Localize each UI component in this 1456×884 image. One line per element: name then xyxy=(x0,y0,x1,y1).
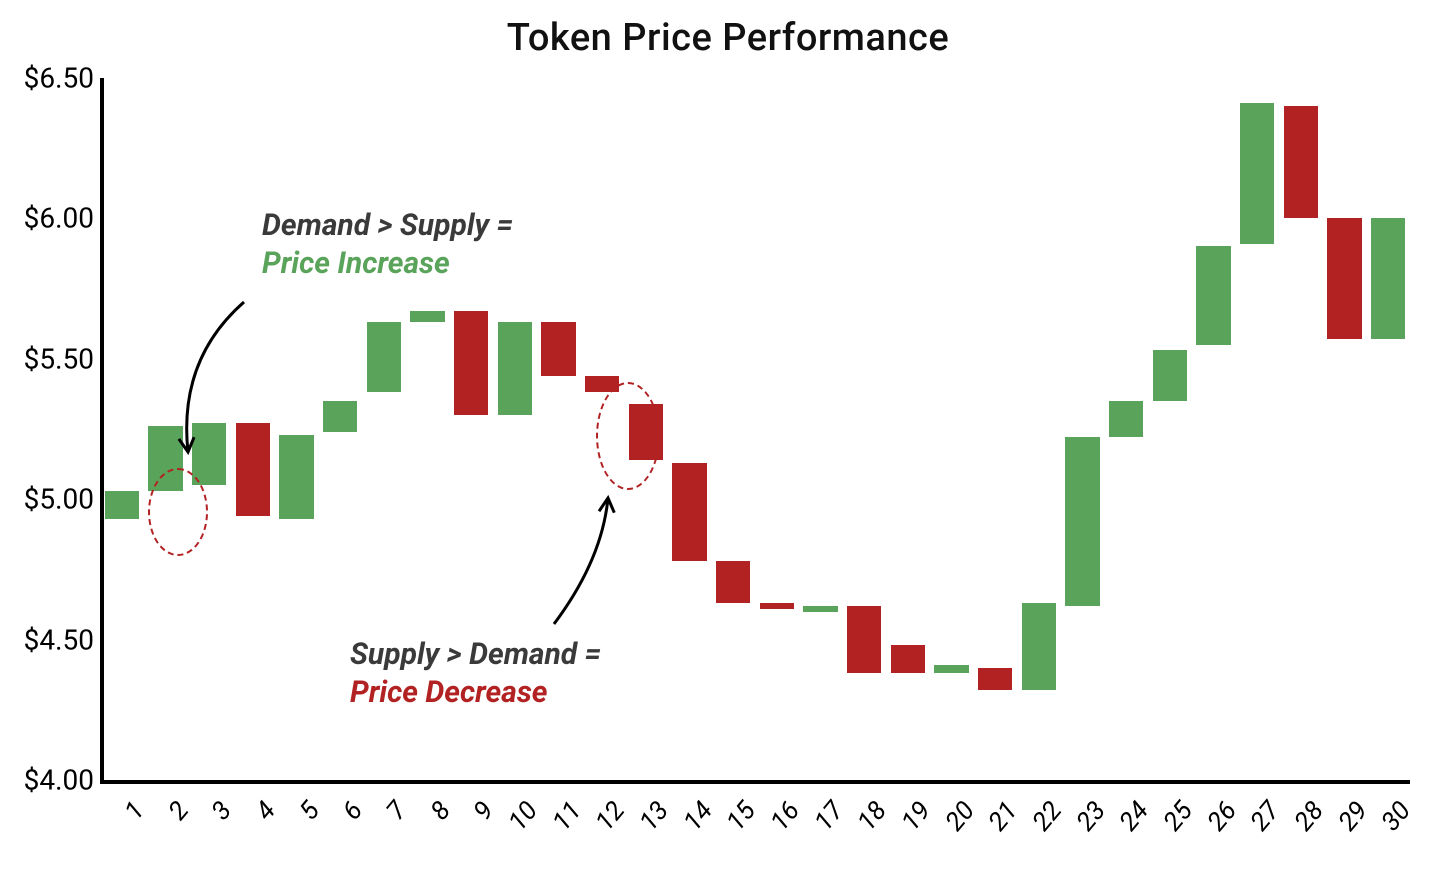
price-bar xyxy=(1284,106,1318,218)
price-bar xyxy=(279,435,313,519)
price-bar xyxy=(716,561,750,603)
price-bar xyxy=(1153,350,1187,401)
y-tick-label: $4.50 xyxy=(0,623,94,656)
y-tick-label: $5.00 xyxy=(0,483,94,516)
x-tick-label: 21 xyxy=(983,796,1024,837)
x-tick-label: 6 xyxy=(337,796,369,826)
x-tick-label: 16 xyxy=(765,796,806,837)
x-tick-label: 4 xyxy=(250,796,282,826)
y-tick-label: $6.50 xyxy=(0,62,94,95)
y-tick-label: $5.50 xyxy=(0,342,94,375)
annotation-decrease-line2: Price Decrease xyxy=(350,675,548,710)
price-bar xyxy=(541,322,575,375)
x-tick-label: 5 xyxy=(293,796,325,826)
x-tick-label: 22 xyxy=(1027,796,1068,837)
price-bar xyxy=(367,322,401,392)
x-tick-label: 12 xyxy=(590,796,631,837)
x-tick-label: 15 xyxy=(721,796,762,837)
price-bar xyxy=(1327,218,1361,339)
price-bar xyxy=(1371,218,1405,339)
price-bar xyxy=(1196,246,1230,344)
x-tick-label: 18 xyxy=(852,796,893,837)
x-tick-label: 8 xyxy=(424,796,456,826)
x-tick-label: 23 xyxy=(1070,796,1111,837)
x-tick-label: 10 xyxy=(503,796,544,837)
x-tick-label: 20 xyxy=(939,796,980,837)
price-bar xyxy=(803,606,837,612)
annotation-arrow-decrease xyxy=(514,458,648,664)
x-tick-label: 29 xyxy=(1332,796,1373,837)
price-bar xyxy=(1109,401,1143,438)
price-bar xyxy=(760,603,794,609)
price-bar xyxy=(410,311,444,322)
y-tick-label: $4.00 xyxy=(0,764,94,797)
x-tick-label: 24 xyxy=(1114,796,1155,837)
x-tick-label: 2 xyxy=(162,796,194,826)
price-bar xyxy=(672,463,706,561)
x-tick-label: 9 xyxy=(468,796,500,826)
x-tick-label: 25 xyxy=(1158,796,1199,837)
price-bar xyxy=(1065,437,1099,605)
price-bar xyxy=(454,311,488,415)
x-tick-label: 7 xyxy=(381,796,413,826)
annotation-arrow-increase xyxy=(138,262,284,492)
x-tick-label: 28 xyxy=(1289,796,1330,837)
y-axis-line xyxy=(100,78,104,784)
price-bar xyxy=(934,665,968,673)
price-bar xyxy=(891,645,925,673)
y-tick-label: $6.00 xyxy=(0,202,94,235)
x-tick-label: 19 xyxy=(896,796,937,837)
price-bar xyxy=(1240,103,1274,243)
x-tick-label: 26 xyxy=(1201,796,1242,837)
annotation-decrease-line1: Supply > Demand = xyxy=(350,637,601,672)
x-axis-line xyxy=(100,780,1410,784)
price-bar xyxy=(105,491,139,519)
annotation-increase: Demand > Supply = Price Increase xyxy=(262,207,513,282)
x-tick-label: 27 xyxy=(1245,796,1286,837)
price-bar xyxy=(1022,603,1056,690)
x-tick-label: 30 xyxy=(1376,796,1417,837)
price-bar xyxy=(978,668,1012,690)
price-bar xyxy=(323,401,357,432)
chart-title: Token Price Performance xyxy=(0,16,1456,60)
x-tick-label: 11 xyxy=(546,796,587,837)
x-tick-label: 17 xyxy=(808,796,849,837)
annotation-decrease: Supply > Demand = Price Decrease xyxy=(350,636,601,711)
x-tick-label: 3 xyxy=(206,796,238,826)
price-bar xyxy=(498,322,532,415)
x-tick-label: 13 xyxy=(634,796,675,837)
price-bar xyxy=(847,606,881,673)
x-tick-label: 14 xyxy=(677,796,718,837)
annotation-increase-line2: Price Increase xyxy=(262,246,450,281)
x-tick-label: 1 xyxy=(119,796,151,826)
annotation-increase-line1: Demand > Supply = xyxy=(262,208,513,243)
